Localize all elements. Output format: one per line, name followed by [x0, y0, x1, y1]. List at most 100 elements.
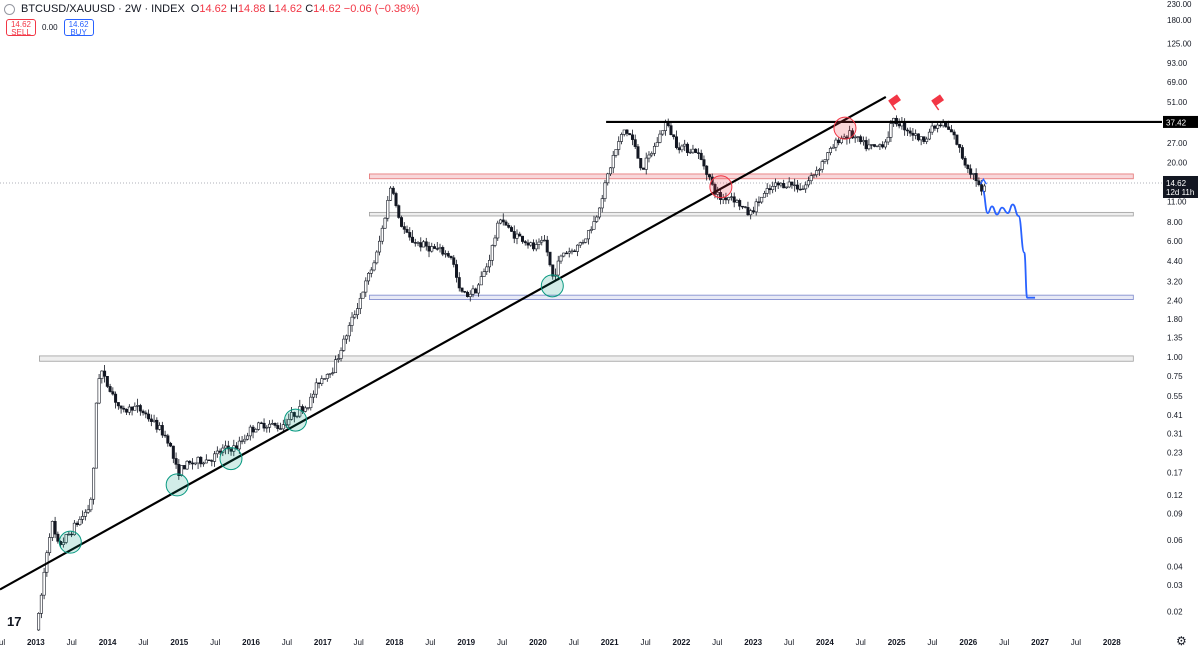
candle	[64, 534, 68, 545]
candle	[411, 230, 415, 243]
candle-body	[705, 165, 709, 175]
candle-body	[312, 393, 316, 398]
candle	[81, 510, 85, 524]
candle	[531, 239, 535, 252]
candle	[974, 168, 978, 187]
candle-body	[878, 144, 882, 147]
candle	[578, 241, 582, 248]
candle-body	[427, 245, 431, 252]
flag-body	[931, 94, 945, 106]
candle-body	[402, 226, 406, 230]
candle	[914, 129, 918, 140]
candle	[152, 414, 156, 423]
candle	[240, 436, 244, 445]
candle-body	[468, 293, 472, 297]
candle	[636, 144, 640, 159]
candles	[37, 115, 986, 631]
candle-body	[611, 155, 615, 169]
candle-body	[639, 158, 643, 169]
candle	[916, 133, 920, 142]
x-tick-label: Jul	[640, 638, 650, 647]
candle	[958, 143, 962, 153]
candle	[155, 417, 159, 433]
candle-body	[72, 522, 76, 536]
candle-body	[435, 248, 439, 250]
candle	[413, 238, 417, 247]
gear-icon[interactable]: ⚙	[1176, 634, 1187, 648]
candle-body	[361, 291, 365, 299]
candle-body	[716, 192, 720, 195]
candle-body	[251, 426, 255, 433]
candle-body	[683, 143, 687, 147]
candle	[853, 134, 857, 143]
candle	[551, 264, 555, 280]
candle	[773, 178, 777, 192]
candle	[625, 129, 629, 137]
candle	[372, 260, 376, 272]
y-tick-label: 0.06	[1167, 536, 1183, 545]
candle-body	[479, 276, 483, 286]
candle-body	[672, 134, 676, 138]
candle	[724, 192, 728, 205]
buy-button[interactable]: 14.62 BUY	[63, 19, 94, 37]
candle-body	[971, 173, 975, 175]
candle-body	[718, 192, 722, 200]
candle	[743, 206, 747, 209]
candle	[446, 250, 450, 258]
candle	[501, 213, 505, 226]
candle	[600, 194, 604, 213]
candle-body	[94, 402, 98, 469]
candle-body	[806, 180, 810, 186]
candle-body	[416, 242, 420, 244]
candle-body	[246, 435, 250, 440]
candle	[845, 135, 849, 145]
x-tick-label: 2021	[601, 638, 619, 647]
candle-body	[938, 124, 942, 127]
y-tick-label: 11.00	[1167, 197, 1187, 206]
candle	[218, 448, 222, 455]
candle	[823, 159, 827, 164]
candle	[586, 230, 590, 245]
y-tick-label: 4.40	[1167, 257, 1183, 266]
candle-body	[254, 429, 258, 433]
candle-body	[974, 173, 978, 182]
grey-zone-2-5	[369, 294, 1134, 300]
candle	[485, 263, 489, 275]
candle	[438, 243, 442, 253]
candle-body	[625, 129, 629, 134]
candle-body	[911, 132, 915, 136]
candle	[949, 124, 953, 133]
candle	[826, 152, 830, 165]
candle-body	[116, 402, 120, 407]
candle	[251, 425, 255, 439]
candle-body	[969, 168, 973, 175]
candle-body	[650, 153, 654, 156]
candle-body	[782, 183, 786, 189]
candle-body	[213, 453, 217, 462]
candle	[471, 285, 475, 298]
candle	[92, 467, 96, 505]
candle	[842, 133, 846, 140]
y-tick-label: 125.00	[1167, 40, 1192, 49]
candle-body	[353, 314, 357, 318]
tradingview-logo-icon[interactable]: 17	[7, 614, 22, 629]
sell-button[interactable]: 14.62 SELL	[6, 19, 36, 37]
candle-body	[424, 241, 428, 247]
spread-value: 0.00	[42, 23, 58, 32]
candle	[861, 136, 865, 146]
candle	[204, 454, 208, 464]
candle-body	[520, 235, 524, 242]
candle	[86, 504, 90, 514]
candle	[430, 242, 434, 253]
y-tick-label: 0.17	[1167, 468, 1183, 477]
candle	[507, 222, 511, 229]
candle	[353, 310, 357, 320]
candle-body	[859, 136, 863, 143]
candle	[149, 414, 153, 427]
candle-body	[760, 196, 764, 203]
candle	[658, 130, 662, 144]
candle	[323, 378, 327, 380]
symbol-title[interactable]: BTCUSD/XAUUSD · 2W · INDEX	[21, 3, 185, 15]
candle-body	[762, 193, 766, 198]
